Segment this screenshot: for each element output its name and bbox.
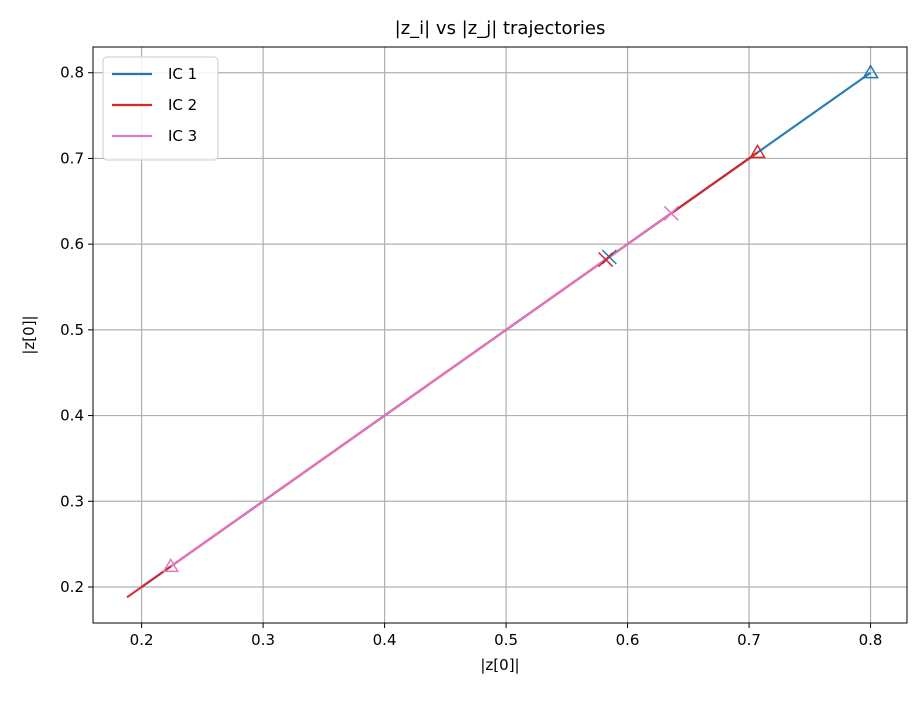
start-marker-ic-2 xyxy=(749,143,766,159)
end-marker-ic-1-stroke-b xyxy=(601,249,617,265)
y-axis-label: |z[0]| xyxy=(20,315,38,354)
x-tick-label: 0.5 xyxy=(494,631,518,649)
x-tick-label: 0.2 xyxy=(130,631,154,649)
start-marker-ic-1 xyxy=(862,64,879,79)
series-line-ic-3 xyxy=(170,212,672,568)
end-marker-ic-2 xyxy=(598,252,614,268)
legend-label-ic-3: IC 3 xyxy=(168,127,197,145)
x-tick-label: 0.3 xyxy=(251,631,275,649)
end-marker-ic-3 xyxy=(663,205,679,221)
y-tick-label: 0.5 xyxy=(60,321,84,339)
grid xyxy=(93,47,907,623)
legend-label-ic-1: IC 1 xyxy=(168,65,197,83)
legend-label-ic-2: IC 2 xyxy=(168,96,197,114)
start-marker-ic-3 xyxy=(162,557,180,573)
x-axis-label: |z[0]| xyxy=(480,656,519,674)
legend-box xyxy=(102,56,219,161)
y-tick-label: 0.7 xyxy=(60,149,84,167)
x-tick-label: 0.8 xyxy=(859,631,883,649)
y-tick-label: 0.2 xyxy=(60,578,84,596)
y-tick-label: 0.8 xyxy=(60,64,84,82)
x-tick-label: 0.7 xyxy=(737,631,761,649)
x-tick-label: 0.4 xyxy=(373,631,397,649)
y-tick-label: 0.6 xyxy=(60,235,84,253)
y-tick-label: 0.4 xyxy=(60,407,84,425)
end-marker-ic-1 xyxy=(601,249,617,265)
end-marker-ic-2-stroke-b xyxy=(598,252,614,268)
plot-frame xyxy=(92,46,908,624)
y-tick-label: 0.3 xyxy=(60,492,84,510)
ticks: 0.2 0.3 0.4 0.5 0.6 0.7 0.8 0.2 0.3 0.4 0.5 0.6 0.7 0… xyxy=(60,64,882,649)
end-marker-ic-3-stroke-b xyxy=(663,205,679,221)
x-tick-label: 0.6 xyxy=(616,631,640,649)
legend: IC 1 IC 2 IC 3 xyxy=(102,56,219,161)
series-layer xyxy=(126,64,879,599)
chart-title: |z_i| vs |z_j| trajectories xyxy=(395,18,606,39)
